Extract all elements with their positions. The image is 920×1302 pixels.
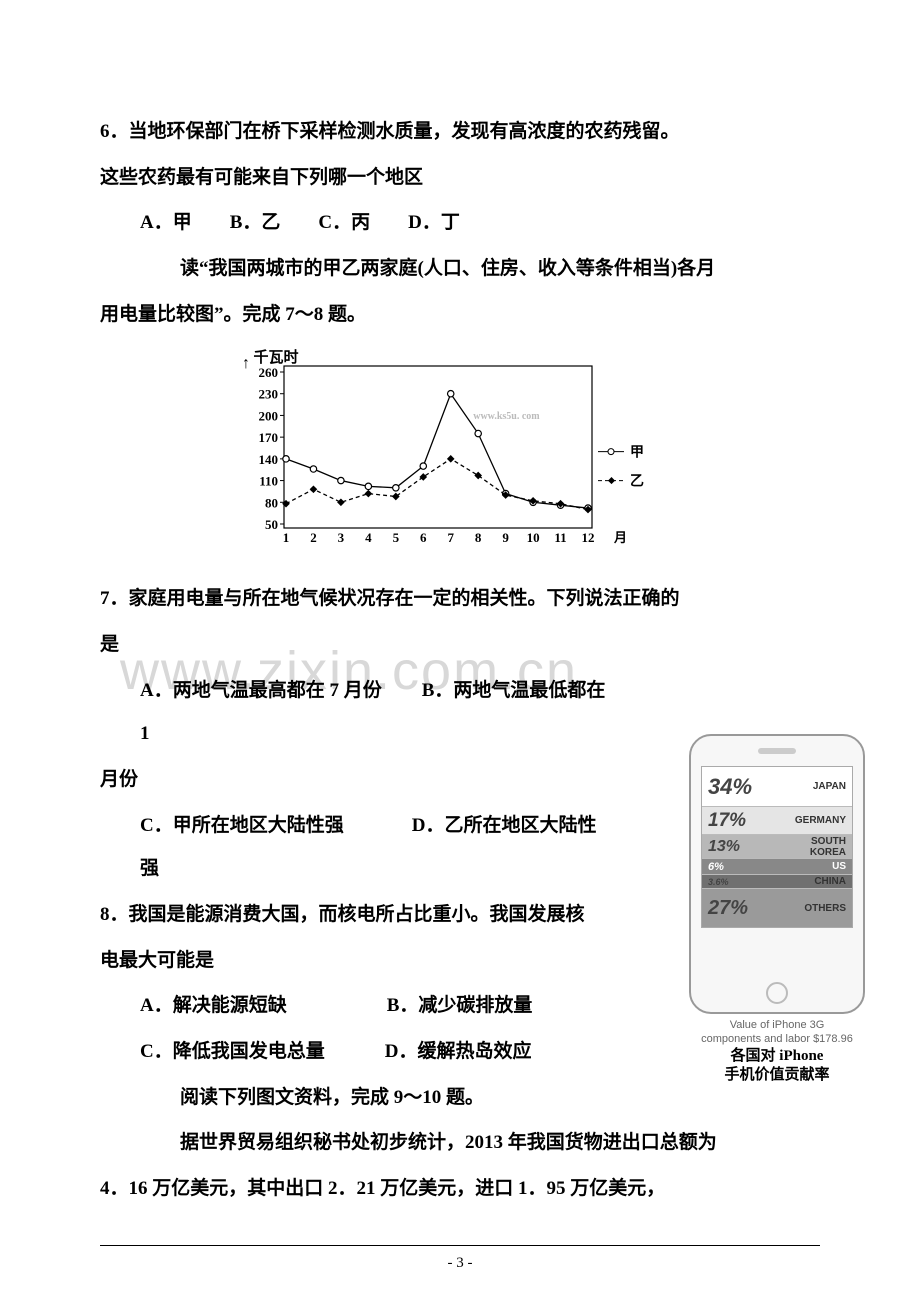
svg-text:1: 1 (283, 530, 290, 545)
q7-option-row1: A．两地气温最高都在 7 月份B．两地气温最低都在 1 (100, 669, 610, 756)
svg-text:8: 8 (475, 530, 482, 545)
q8-stem-line2: 电最大可能是 (100, 939, 610, 983)
page-number: - 3 - (0, 1255, 920, 1272)
intro-910: 阅读下列图文资料，完成 9～10 题。 (100, 1076, 610, 1120)
q6-stem-line2: 这些农药最有可能来自下列哪一个地区 (100, 156, 820, 200)
q8-optD: D．缓解热岛效应 (385, 1041, 532, 1062)
svg-text:80: 80 (265, 496, 278, 511)
q7-optB-cont: 月份 (100, 758, 610, 802)
para-line2: 4．16 万亿美元，其中出口 2．21 万亿美元，进口 1．95 万亿美元， (100, 1167, 820, 1211)
svg-text:11: 11 (554, 530, 566, 545)
electricity-chart: 千瓦时↑260230200170140110805012345678910111… (100, 348, 820, 565)
svg-text:200: 200 (259, 409, 279, 424)
q7-stem-line1: 7．家庭用电量与所在地气候状况存在一定的相关性。下列说法正确的 (100, 577, 820, 621)
q6-options: A．甲 B．乙 C．丙 D．丁 (100, 201, 820, 245)
q8-option-row1: A．解决能源短缺 B．减少碳排放量 (100, 984, 610, 1028)
svg-text:月: 月 (613, 530, 627, 545)
svg-text:9: 9 (502, 530, 509, 545)
svg-text:↑: ↑ (242, 355, 250, 372)
line-chart-svg: 千瓦时↑260230200170140110805012345678910111… (230, 348, 670, 548)
svg-text:230: 230 (259, 387, 279, 402)
para-line1: 据世界贸易组织秘书处初步统计，2013 年我国货物进出口总额为 (100, 1121, 820, 1165)
footer-divider (100, 1245, 820, 1246)
q8-stem-line1: 8．我国是能源消费大国，而核电所占比重小。我国发展核 (100, 893, 610, 937)
svg-text:4: 4 (365, 530, 372, 545)
q7-optA: A．两地气温最高都在 7 月份 (140, 680, 382, 701)
svg-text:3: 3 (338, 530, 345, 545)
svg-text:50: 50 (265, 517, 278, 532)
chart-intro-line2: 用电量比较图”。完成 7～8 题。 (100, 293, 820, 337)
svg-text:7: 7 (447, 530, 454, 545)
svg-text:甲: 甲 (630, 445, 644, 461)
q7-option-row2: C．甲所在地区大陆性强D．乙所在地区大陆性强 (100, 804, 610, 891)
svg-text:110: 110 (259, 474, 278, 489)
svg-text:6: 6 (420, 530, 427, 545)
svg-text:千瓦时: 千瓦时 (253, 349, 298, 366)
q7-optC: C．甲所在地区大陆性强 (140, 815, 344, 836)
svg-text:10: 10 (527, 530, 540, 545)
q6-stem-line1: 6．当地环保部门在桥下采样检测水质量，发现有高浓度的农药残留。 (100, 110, 820, 154)
svg-text:乙: 乙 (630, 474, 644, 490)
q8-optA: A．解决能源短缺 (140, 995, 287, 1016)
phone-country: US (832, 861, 846, 872)
q8-optB: B．减少碳排放量 (387, 995, 533, 1016)
q8-optC: C．降低我国发电总量 (140, 1041, 325, 1062)
svg-text:12: 12 (582, 530, 595, 545)
q8-option-row2: C．降低我国发电总量 D．缓解热岛效应 (100, 1030, 610, 1074)
svg-text:260: 260 (259, 365, 279, 380)
svg-text:5: 5 (393, 530, 400, 545)
q7-stem-line2: 是 (100, 623, 820, 667)
svg-text:170: 170 (259, 431, 279, 446)
chart-intro-line1: 读“我国两城市的甲乙两家庭(人口、住房、收入等条件相当)各月 (100, 247, 820, 291)
svg-text:140: 140 (259, 452, 279, 467)
svg-text:www.ks5u. com: www.ks5u. com (473, 411, 540, 422)
svg-text:2: 2 (310, 530, 317, 545)
page-content: 6．当地环保部门在桥下采样检测水质量，发现有高浓度的农药残留。 这些农药最有可能… (100, 110, 820, 1211)
